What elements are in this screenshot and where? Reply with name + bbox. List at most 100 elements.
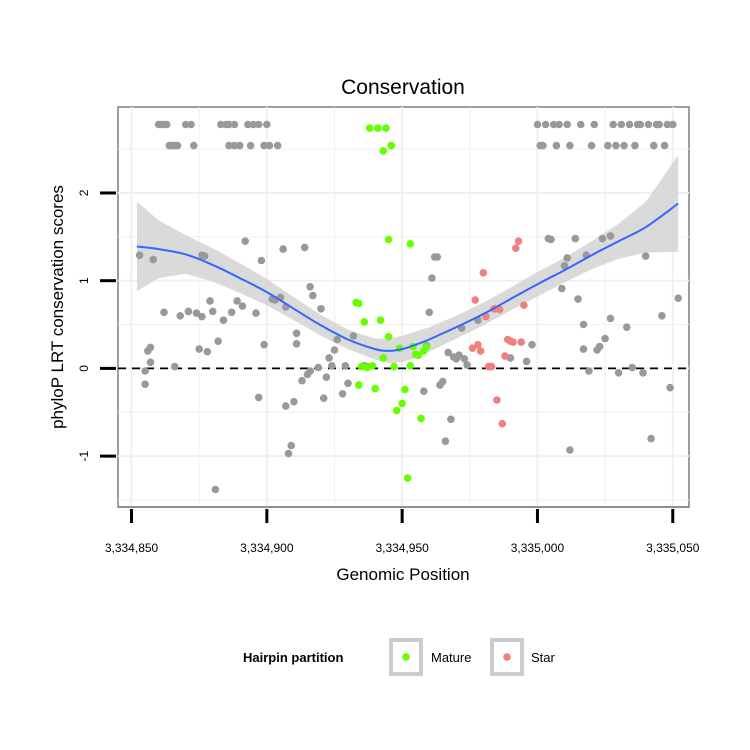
point-mature bbox=[384, 235, 393, 244]
point-other bbox=[246, 141, 255, 150]
point-star bbox=[514, 237, 523, 245]
point-other bbox=[655, 120, 663, 129]
point-other bbox=[314, 363, 323, 372]
point-other bbox=[660, 141, 669, 150]
point-other bbox=[141, 380, 149, 389]
point-star bbox=[512, 244, 520, 252]
point-mature bbox=[374, 124, 382, 132]
point-other bbox=[230, 141, 239, 150]
legend-swatch-star bbox=[503, 653, 511, 661]
point-other bbox=[217, 120, 225, 129]
point-other bbox=[579, 320, 588, 329]
point-other bbox=[317, 305, 325, 313]
point-mature bbox=[382, 124, 390, 132]
point-other bbox=[455, 351, 463, 360]
point-mature bbox=[368, 362, 377, 370]
point-other bbox=[539, 141, 547, 150]
point-other bbox=[614, 369, 623, 377]
point-other bbox=[595, 342, 604, 351]
point-other bbox=[566, 446, 574, 454]
point-other bbox=[330, 346, 339, 354]
point-other bbox=[585, 367, 593, 375]
plot-panel bbox=[117, 106, 690, 508]
point-other bbox=[300, 243, 309, 252]
point-other bbox=[647, 434, 655, 443]
point-other bbox=[460, 355, 469, 363]
point-star bbox=[509, 338, 517, 346]
point-other bbox=[263, 120, 271, 129]
point-other bbox=[206, 297, 214, 305]
point-other bbox=[322, 373, 331, 382]
smooth-fit-group bbox=[136, 202, 679, 352]
point-other bbox=[601, 334, 609, 343]
point-other bbox=[146, 343, 155, 352]
point-other bbox=[200, 252, 209, 260]
point-other bbox=[563, 254, 571, 262]
point-other bbox=[333, 335, 342, 344]
y-tick-label: 0 bbox=[77, 365, 91, 372]
point-mature bbox=[387, 141, 396, 150]
point-other bbox=[541, 120, 550, 129]
point-other bbox=[187, 120, 195, 129]
point-other bbox=[225, 120, 233, 129]
point-other bbox=[639, 369, 647, 377]
point-star bbox=[479, 269, 488, 277]
smooth-fit-line bbox=[136, 202, 679, 352]
point-other bbox=[560, 262, 569, 270]
x-tick-label: 3,334,900 bbox=[240, 541, 294, 555]
point-star bbox=[487, 362, 496, 371]
point-other bbox=[252, 309, 260, 317]
point-other bbox=[227, 308, 236, 317]
point-other bbox=[549, 120, 558, 129]
point-other bbox=[265, 141, 274, 150]
point-star bbox=[471, 296, 480, 304]
point-other bbox=[160, 308, 168, 317]
point-other bbox=[325, 354, 333, 362]
point-other bbox=[225, 141, 233, 150]
point-other bbox=[598, 234, 607, 243]
point-other bbox=[571, 234, 580, 243]
point-other bbox=[173, 141, 182, 150]
chart-title: Conservation bbox=[341, 76, 465, 99]
point-other bbox=[349, 332, 358, 340]
point-other bbox=[574, 295, 582, 303]
point-other bbox=[292, 340, 301, 348]
x-tick-label: 3,335,000 bbox=[511, 541, 565, 555]
x-tick-label: 3,335,050 bbox=[646, 541, 700, 555]
point-other bbox=[625, 120, 634, 129]
point-other bbox=[420, 387, 428, 396]
point-other bbox=[650, 141, 658, 150]
point-other bbox=[669, 120, 677, 129]
point-mature bbox=[355, 299, 363, 308]
point-other bbox=[644, 120, 653, 129]
data-points-group bbox=[135, 120, 682, 494]
point-other bbox=[287, 441, 296, 450]
point-mature bbox=[414, 351, 423, 360]
point-other bbox=[558, 284, 566, 293]
point-other bbox=[236, 141, 244, 150]
y-tick-label: 1 bbox=[77, 277, 91, 284]
point-other bbox=[195, 345, 203, 353]
point-other bbox=[241, 237, 249, 245]
point-other bbox=[208, 307, 217, 316]
point-other bbox=[171, 362, 179, 371]
point-other bbox=[658, 312, 666, 320]
x-tick-label: 3,334,850 bbox=[105, 541, 159, 555]
legend: Hairpin partition Mature Star bbox=[243, 638, 556, 676]
point-other bbox=[135, 251, 144, 259]
x-axis-title: Genomic Position bbox=[336, 565, 469, 584]
point-other bbox=[249, 120, 258, 129]
point-other bbox=[190, 141, 198, 150]
point-other bbox=[176, 312, 184, 320]
point-other bbox=[533, 120, 542, 129]
point-other bbox=[606, 232, 615, 240]
point-other bbox=[309, 291, 317, 300]
point-other bbox=[604, 141, 612, 150]
point-mature bbox=[417, 414, 425, 423]
point-mature bbox=[403, 474, 412, 482]
point-mature bbox=[398, 399, 406, 408]
legend-title: Hairpin partition bbox=[243, 650, 343, 665]
point-other bbox=[284, 449, 293, 458]
point-mature bbox=[379, 147, 388, 155]
